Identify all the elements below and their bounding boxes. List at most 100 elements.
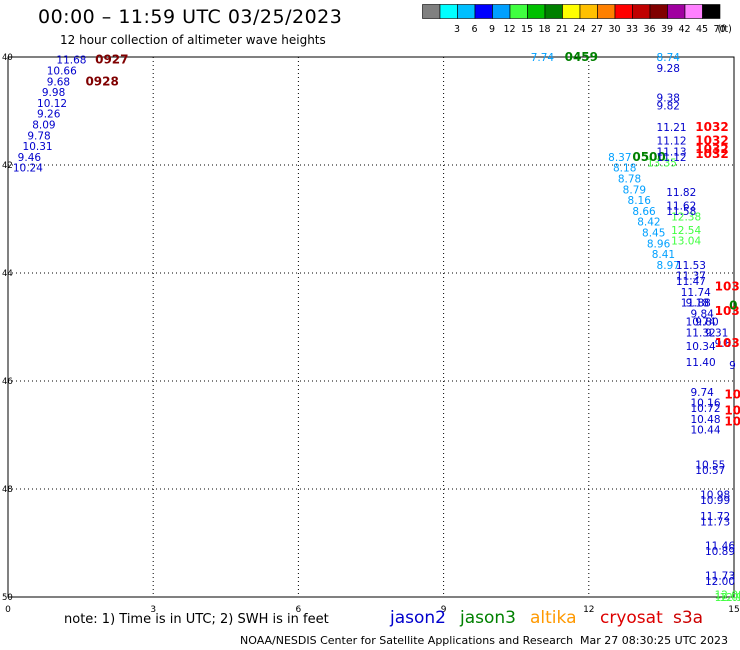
chart-title: 00:00 – 11:59 UTC 03/25/2023 <box>38 6 343 28</box>
data-label: 9.18 <box>686 298 709 310</box>
data-label: 0500 <box>632 150 665 164</box>
sat-label-jason3: jason3 <box>460 608 516 628</box>
data-label: 10.48 <box>690 414 720 426</box>
legend-tick-label: 3 <box>454 24 460 35</box>
data-label: 11.37 <box>676 271 706 283</box>
data-label: 10.99 <box>700 495 730 507</box>
data-label: 12.00 <box>705 576 735 588</box>
footer-note: note: 1) Time is in UTC; 2) SWH is in fe… <box>64 612 329 627</box>
data-label: 13.35 <box>647 157 677 169</box>
data-label: 8.45 <box>642 228 665 240</box>
data-label: 8.79 <box>623 184 646 196</box>
data-label: 8.41 <box>652 249 675 261</box>
data-label: 7.74 <box>531 52 555 64</box>
legend-tick-label: 30 <box>608 24 620 35</box>
data-label: 11.73 <box>700 516 730 528</box>
data-label: 12.54 <box>671 225 701 237</box>
data-label: 9.8 <box>715 338 732 350</box>
legend-tick-label: 39 <box>661 24 673 35</box>
data-label: 10 <box>724 404 740 418</box>
data-label: 11.40 <box>686 357 716 369</box>
data-label: 8.96 <box>647 238 671 250</box>
data-label: 12.38 <box>671 211 701 223</box>
data-label: 11.46 <box>705 541 735 553</box>
legend-swatch <box>702 4 721 19</box>
data-label: 8.97 <box>657 260 680 272</box>
sat-label-jason2: jason2 <box>390 608 446 628</box>
x-tick-label: 0 <box>5 605 11 612</box>
x-tick-label: 9 <box>441 605 447 612</box>
sat-label-cryosat: cryosat <box>600 608 663 628</box>
legend-tick-label: 9 <box>489 24 495 35</box>
color-scale-legend: 3 6 9 12 15 18 21 24 27 30 33 36 39 42 45 70(ft) <box>422 4 732 35</box>
data-label: 10.55 <box>695 460 725 472</box>
data-label: 12.08 <box>715 589 740 601</box>
data-label: 11.12 <box>657 136 687 148</box>
data-label: 1032 <box>695 134 728 148</box>
data-label: 11.53 <box>676 260 706 272</box>
data-label: 11.58 <box>666 206 696 218</box>
data-label: 9.78 <box>27 130 50 142</box>
x-tick-label: 12 <box>583 605 594 612</box>
data-label: 8.09 <box>32 120 55 132</box>
sat-label-altika: altika <box>530 608 577 628</box>
data-label: 9.80 <box>695 317 718 329</box>
data-label: 103 <box>715 304 740 318</box>
plot-area: 0 3 6 9 12 1540424446485011.6810.669.689.9810… <box>2 50 740 612</box>
data-label: 9.74 <box>690 387 714 399</box>
data-label: 0928 <box>85 74 118 88</box>
data-label: 103 <box>715 336 740 350</box>
chart-subtitle: 12 hour collection of altimeter wave hei… <box>60 33 326 47</box>
legend-tick-label: 70 <box>713 24 725 35</box>
data-label: 10.66 <box>47 66 77 78</box>
legend-tick-label: 33 <box>626 24 638 35</box>
data-label: 10.72 <box>690 403 720 415</box>
data-label: 9.26 <box>37 109 61 121</box>
data-label: 11.68 <box>56 55 86 67</box>
data-label: 0927 <box>95 53 128 67</box>
data-label: 10.44 <box>690 425 720 437</box>
data-label: 8.16 <box>628 195 652 207</box>
legend-tick-label: 45 <box>696 24 708 35</box>
data-label: 9.98 <box>42 87 65 99</box>
data-label: 10.89 <box>705 546 735 558</box>
data-label: 9.68 <box>47 76 70 88</box>
data-label: 1032 <box>695 120 728 134</box>
data-label: 8.18 <box>613 163 636 175</box>
legend-tick-label: 24 <box>573 24 585 35</box>
data-label: 10.24 <box>13 163 43 175</box>
data-label: 8.37 <box>608 152 631 164</box>
data-label: 8.74 <box>657 52 681 64</box>
data-label: 11.88 <box>681 298 711 310</box>
data-label: 10.98 <box>700 489 730 501</box>
data-label: 9 <box>729 360 736 372</box>
data-label: 11.13 <box>657 147 687 159</box>
legend-unit: (ft) <box>718 24 732 35</box>
data-label: 11.72 <box>700 511 730 523</box>
legend-tick-label: 18 <box>538 24 550 35</box>
data-label: 11.32 <box>686 327 716 339</box>
data-label: 0 <box>729 298 737 312</box>
y-tick-label: 46 <box>2 377 13 387</box>
data-label: 8.78 <box>618 174 641 186</box>
data-label: 9.84 <box>690 309 714 321</box>
data-label: 0459 <box>565 50 598 64</box>
y-tick-label: 50 <box>2 593 13 603</box>
y-tick-label: 42 <box>2 161 13 171</box>
data-label: 9.82 <box>657 101 680 113</box>
data-label: 10.57 <box>695 465 725 477</box>
data-label: 12.08 <box>715 592 740 604</box>
data-label: 12.93 <box>719 592 740 604</box>
data-label: 8.66 <box>632 206 656 218</box>
footer-credit: NOAA/NESDIS Center for Satellite Applica… <box>240 634 574 647</box>
data-label: 9.31 <box>705 327 728 339</box>
data-label: 11.47 <box>676 276 706 288</box>
y-tick-label: 44 <box>2 269 13 279</box>
data-label: 13.04 <box>671 236 701 248</box>
legend-tick-label: 15 <box>521 24 533 35</box>
data-label: 1032 <box>695 147 728 161</box>
legend-tick-label: 36 <box>643 24 655 35</box>
legend-tick-label: 12 <box>503 24 515 35</box>
data-label: 9.38 <box>657 93 680 105</box>
